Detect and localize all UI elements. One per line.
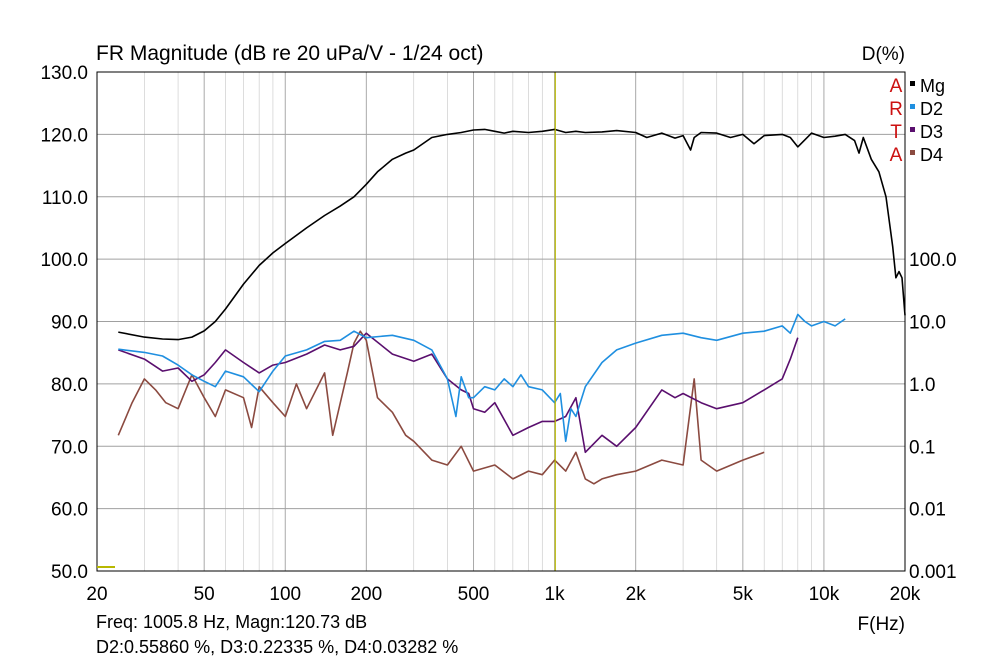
readout-frequency-magnitude: Freq: 1005.8 Hz, Magn:120.73 dB: [96, 612, 368, 632]
y-axis-ticks: 130.0 120.0 110.0 100.0 90.0 80.0 70.0 60.0 50.0: [40, 63, 88, 583]
y-tick-label: 100.0: [40, 250, 88, 271]
legend-swatch-d2: [910, 104, 915, 109]
x-tick-label: 1k: [545, 584, 566, 605]
x-tick-label: 20: [86, 584, 107, 605]
arta-letter: T: [890, 122, 902, 143]
plot-series: [117, 128, 906, 485]
y-tick-label: 80.0: [51, 375, 88, 396]
x-tick-label: 2k: [626, 584, 647, 605]
chart-title: FR Magnitude (dB re 20 uPa/V - 1/24 oct): [96, 42, 484, 65]
y-tick-label: 120.0: [40, 125, 88, 146]
y-tick-label: 130.0: [40, 63, 88, 84]
legend-swatch-d3: [910, 127, 915, 132]
y-tick-label: 110.0: [42, 188, 88, 209]
legend-swatch-mg: [910, 81, 915, 86]
arta-letter: R: [889, 99, 903, 120]
x-axis-title: F(Hz): [858, 614, 905, 635]
legend-label-d3: D3: [920, 122, 943, 142]
x-tick-label: 500: [458, 584, 490, 605]
series-line-d2: [118, 313, 846, 443]
x-tick-label: 100: [269, 584, 301, 605]
x-tick-label: 5k: [733, 584, 754, 605]
legend-label-d2: D2: [920, 99, 943, 119]
series-line-mg: [118, 128, 906, 341]
y-tick-label: 70.0: [51, 437, 88, 458]
chart-legend: Mg D2 D3 D4: [910, 76, 945, 165]
x-tick-label: 10k: [809, 584, 840, 605]
legend-label-d4: D4: [920, 145, 943, 165]
right-tick-label: 10.0: [909, 313, 946, 334]
plot-frame: [96, 71, 906, 572]
x-axis-ticks: 20 50 100 200 500 1k 2k 5k 10k 20k: [86, 584, 920, 605]
y-tick-label: 60.0: [51, 500, 88, 521]
x-tick-label: 20k: [890, 584, 921, 605]
y-tick-label: 90.0: [51, 313, 88, 334]
right-tick-label: 100.0: [909, 250, 957, 271]
legend-label-mg: Mg: [920, 76, 945, 96]
right-axis-title: D(%): [862, 44, 905, 65]
right-tick-label: 0.001: [909, 562, 957, 583]
legend-swatch-d4: [910, 150, 915, 155]
arta-letter: A: [890, 145, 903, 166]
y-tick-label: 50.0: [51, 562, 88, 583]
series-line-d4: [117, 330, 765, 485]
right-tick-label: 0.01: [909, 500, 946, 521]
plot-grid: [96, 71, 906, 572]
x-tick-label: 200: [350, 584, 382, 605]
series-line-d3: [118, 332, 799, 454]
right-tick-label: 1.0: [909, 375, 935, 396]
right-axis-ticks: 100.0 10.0 1.0 0.1 0.01 0.001: [909, 250, 957, 583]
readout-distortion: D2:0.55860 %, D3:0.22335 %, D4:0.03282 %: [96, 637, 459, 657]
arta-letter: A: [890, 76, 903, 97]
right-tick-label: 0.1: [909, 437, 935, 458]
x-tick-label: 50: [194, 584, 215, 605]
